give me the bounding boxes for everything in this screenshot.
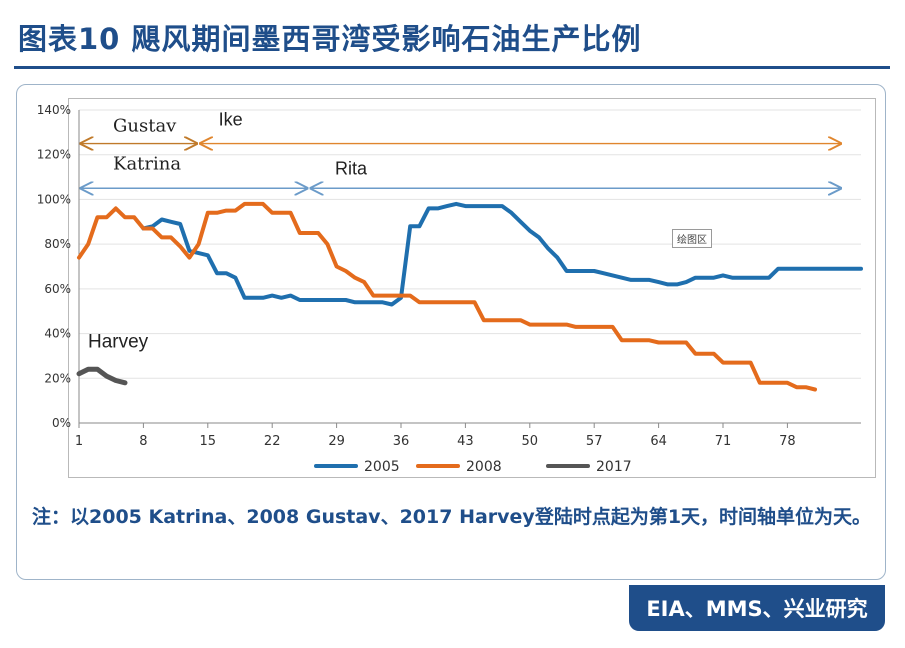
y-tick-label: 60% — [44, 282, 71, 296]
y-tick-label: 80% — [44, 237, 71, 251]
x-tick-label: 78 — [779, 434, 796, 449]
x-tick-label: 57 — [586, 434, 603, 449]
y-tick-label: 0% — [52, 416, 71, 430]
legend-label-2005: 2005 — [364, 459, 400, 475]
chart-frame — [16, 84, 886, 580]
legend-label-2017: 2017 — [596, 459, 632, 475]
annotation-label-harvey: Harvey — [88, 331, 149, 352]
x-tick-label: 43 — [457, 434, 474, 449]
y-tick-label: 100% — [37, 192, 71, 206]
annotation-label-gustav: Gustav — [113, 116, 177, 137]
source-label: EIA、MMS、兴业研究 — [629, 585, 885, 631]
x-tick-label: 50 — [522, 434, 539, 449]
x-tick-label: 71 — [715, 434, 732, 449]
plot-area-tag: 绘图区 — [672, 229, 712, 248]
x-tick-label: 1 — [75, 434, 83, 449]
x-tick-label: 36 — [393, 434, 410, 449]
series-line-2017 — [76, 366, 128, 386]
annotation-label-katrina: Katrina — [113, 153, 181, 174]
page-title: 图表10 飓风期间墨西哥湾受影响石油生产比例 — [18, 22, 642, 56]
title-divider — [14, 66, 890, 69]
plot-area-border — [68, 98, 876, 478]
series-line-2005 — [141, 201, 863, 307]
legend-label-2008: 2008 — [466, 459, 502, 475]
x-tick-label: 22 — [264, 434, 281, 449]
chart-footnote: 注：以2005 Katrina、2008 Gustav、2017 Harvey登… — [32, 506, 872, 528]
y-tick-label: 40% — [44, 327, 71, 341]
y-tick-label: 20% — [44, 371, 71, 385]
x-tick-label: 15 — [200, 434, 217, 449]
annotation-label-rita: Rita — [335, 158, 368, 178]
x-tick-label: 29 — [328, 434, 345, 449]
y-tick-label: 120% — [37, 148, 71, 162]
x-tick-label: 64 — [650, 434, 667, 449]
annotation-label-ike: Ike — [219, 110, 243, 130]
series-line-2008 — [77, 201, 817, 392]
y-tick-label: 140% — [37, 103, 71, 117]
x-tick-label: 8 — [139, 434, 147, 449]
